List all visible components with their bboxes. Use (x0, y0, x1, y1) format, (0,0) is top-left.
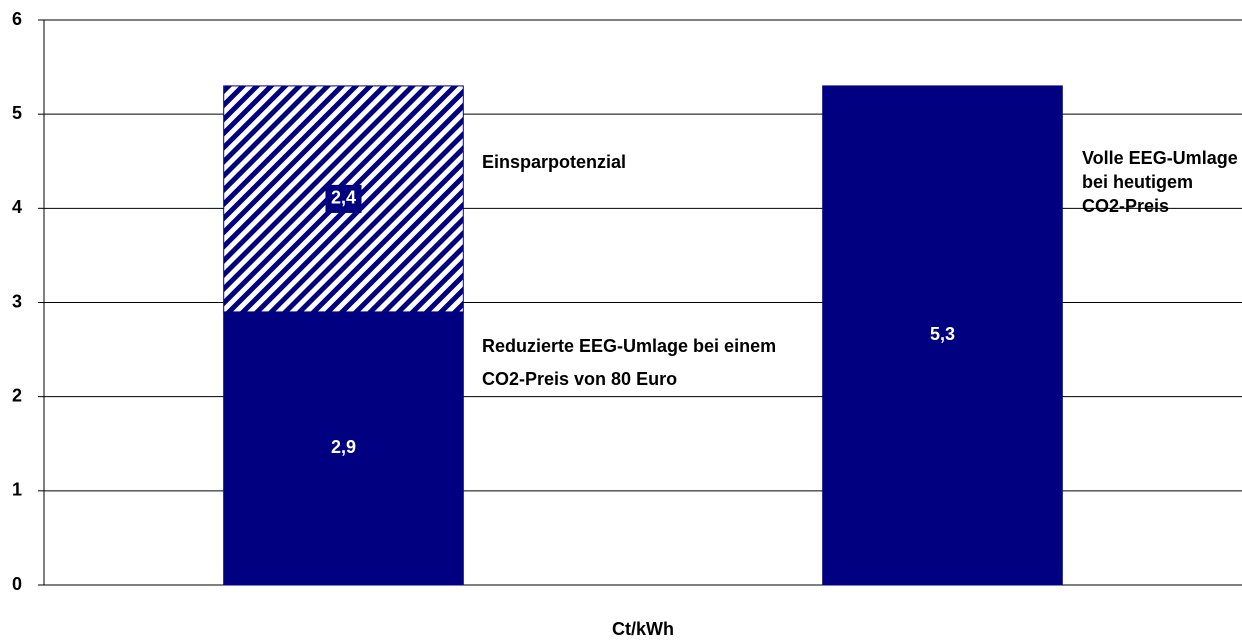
series-label: Einsparpotenzial (482, 152, 627, 172)
bar-segment (223, 311, 464, 586)
x-axis-label: Ct/kWh (612, 619, 674, 639)
data-label: 2,9 (331, 437, 356, 457)
series-label: Volle EEG-Umlage bei heutigem CO2-Preis (1082, 148, 1238, 216)
y-tick-label: 3 (12, 291, 22, 311)
y-tick-label: 1 (12, 480, 22, 500)
series-label: Reduzierte EEG-Umlage bei einem CO2-Prei… (482, 336, 777, 389)
y-tick-label: 4 (12, 197, 22, 217)
data-label: 5,3 (930, 324, 955, 344)
y-tick-label: 0 (12, 574, 22, 594)
y-tick-label: 6 (12, 9, 22, 29)
data-label: 2,4 (331, 188, 356, 208)
bar-segment (822, 85, 1063, 586)
data-label-box (325, 184, 362, 213)
y-tick-label: 2 (12, 385, 22, 405)
y-tick-label: 5 (12, 103, 22, 123)
